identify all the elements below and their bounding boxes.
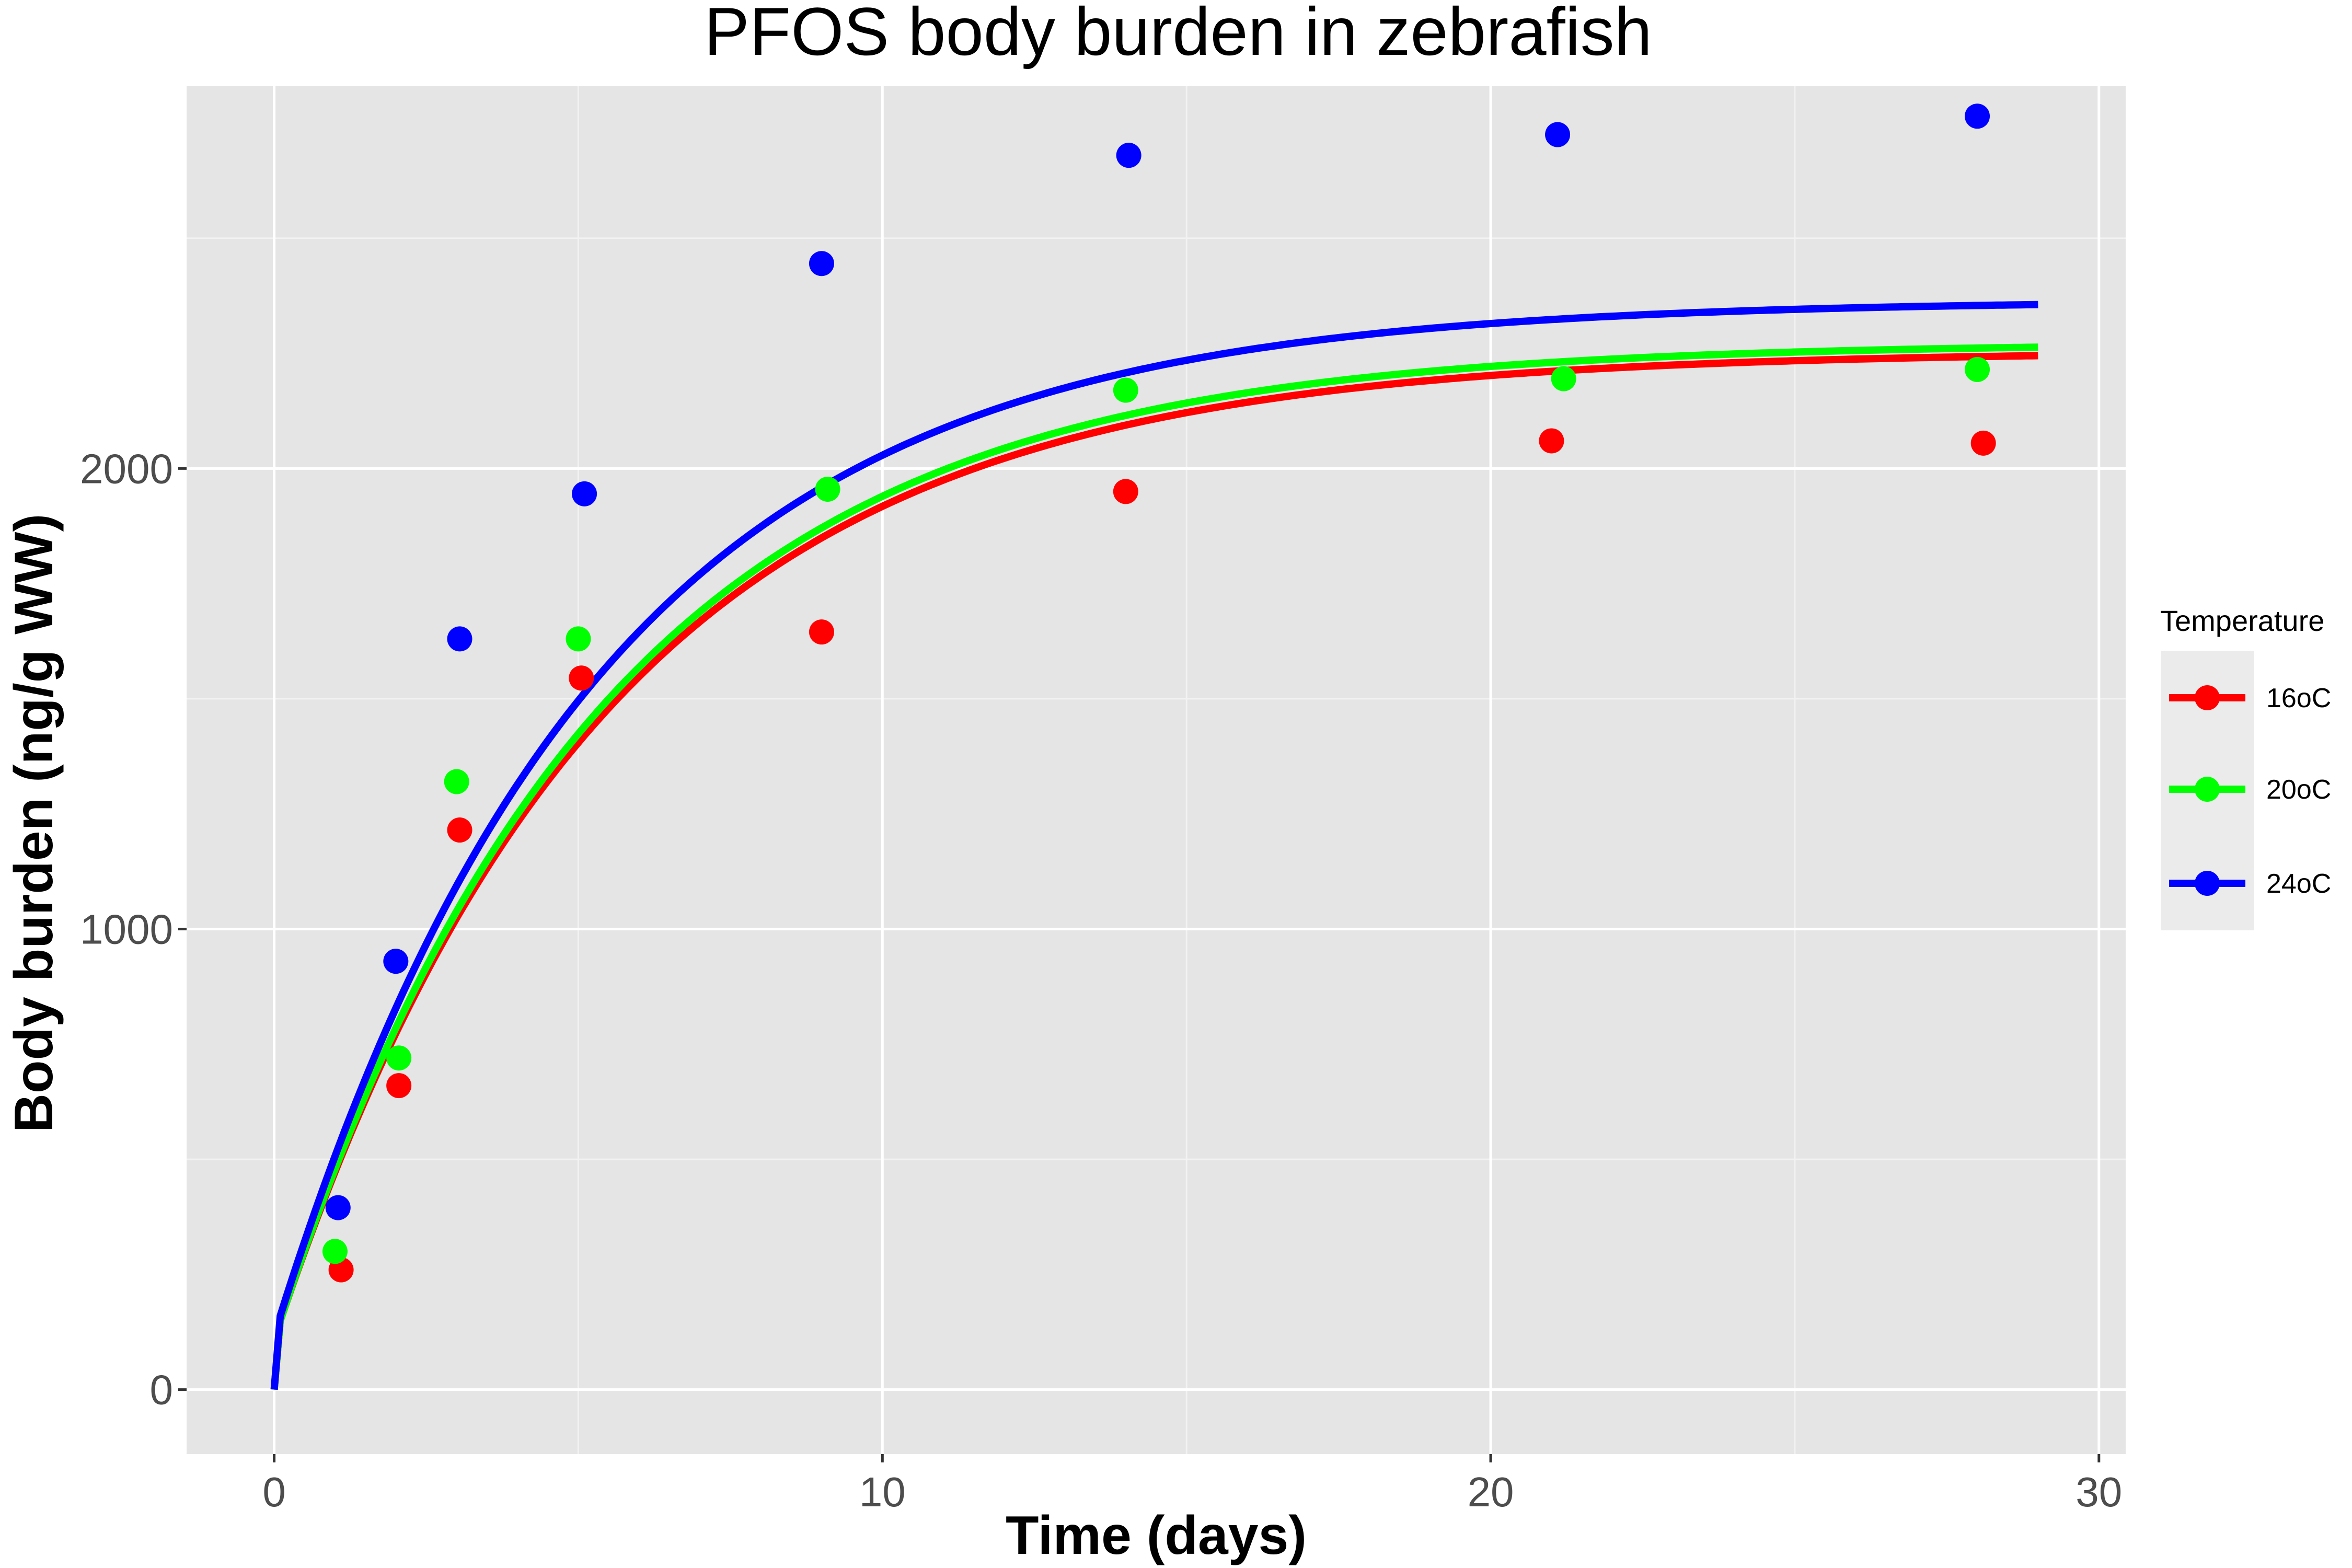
data-point-16oC xyxy=(569,665,594,691)
data-point-24oC xyxy=(1545,122,1571,147)
y-axis-title: Body burden (ng/g WW) xyxy=(4,514,64,1133)
data-point-16oC xyxy=(809,619,834,645)
legend-item-16oC: 16oC xyxy=(2169,683,2331,713)
data-point-16oC xyxy=(1539,428,1564,454)
data-point-24oC xyxy=(1116,143,1142,168)
plot-panel xyxy=(187,86,2126,1454)
legend-label: 16oC xyxy=(2266,683,2331,713)
legend-title: Temperature xyxy=(2160,604,2324,637)
legend-label: 20oC xyxy=(2266,775,2331,805)
data-point-16oC xyxy=(386,1073,412,1099)
x-tick-label: 10 xyxy=(859,1469,906,1515)
legend-item-24oC: 24oC xyxy=(2169,869,2331,899)
data-point-16oC xyxy=(1970,430,1996,456)
x-axis-title: Time (days) xyxy=(1006,1505,1307,1566)
data-point-24oC xyxy=(325,1195,351,1220)
data-point-24oC xyxy=(572,481,597,506)
x-tick-label: 0 xyxy=(262,1469,286,1515)
data-point-24oC xyxy=(809,251,834,276)
data-points xyxy=(322,103,1996,1283)
x-tick-labels: 0 10 20 30 xyxy=(262,1469,2122,1515)
data-point-24oC xyxy=(447,626,472,652)
data-point-16oC xyxy=(447,817,472,843)
data-point-24oC xyxy=(383,949,409,974)
fit-line-16oC xyxy=(270,352,2038,1390)
y-tick-label: 1000 xyxy=(80,906,173,952)
chart-title: PFOS body burden in zebrafish xyxy=(704,0,1652,70)
legend-item-20oC: 20oC xyxy=(2169,775,2331,805)
data-point-20oC xyxy=(1965,356,1990,382)
x-tick-label: 20 xyxy=(1468,1469,1514,1515)
legend-marker xyxy=(2195,777,2220,802)
axis-ticks xyxy=(178,467,2101,1462)
data-point-20oC xyxy=(386,1045,412,1071)
fit-lines xyxy=(270,301,2038,1390)
data-point-20oC xyxy=(444,769,469,794)
legend-marker xyxy=(2195,685,2220,710)
fit-line-24oC xyxy=(270,301,2038,1390)
legend-label: 24oC xyxy=(2266,869,2331,899)
x-tick-label: 30 xyxy=(2076,1469,2122,1515)
data-point-20oC xyxy=(815,477,840,502)
data-point-20oC xyxy=(322,1239,348,1264)
data-point-16oC xyxy=(1113,479,1138,504)
fit-line-20oC xyxy=(270,343,2038,1390)
data-point-20oC xyxy=(1113,377,1138,403)
data-point-20oC xyxy=(1551,366,1576,391)
y-tick-label: 2000 xyxy=(80,445,173,492)
y-tick-labels: 0 1000 2000 xyxy=(80,445,173,1413)
legend: Temperature 16oC 20oC 24oC xyxy=(2160,604,2331,930)
legend-marker xyxy=(2195,871,2220,896)
y-tick-label: 0 xyxy=(150,1367,174,1413)
data-point-20oC xyxy=(566,626,591,652)
legend-items: 16oC 20oC 24oC xyxy=(2169,683,2331,899)
grid-minor xyxy=(187,86,2126,1454)
grid-major xyxy=(187,86,2126,1454)
data-point-24oC xyxy=(1965,103,1990,129)
